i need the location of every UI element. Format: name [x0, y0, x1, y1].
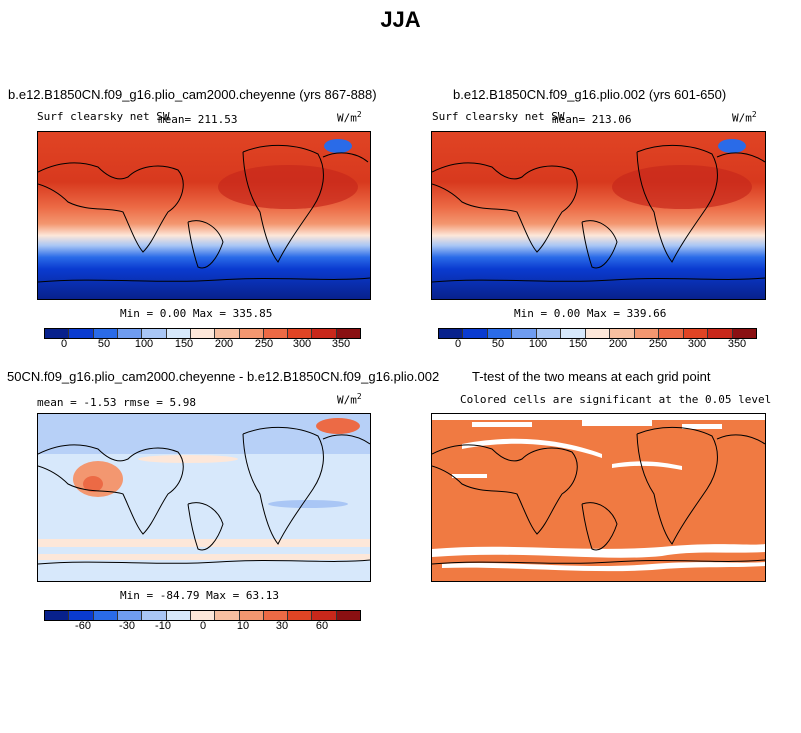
colorbar-swatch — [610, 329, 635, 338]
figure-title: JJA — [380, 7, 421, 32]
panel-3-field — [38, 414, 370, 581]
panel-2-minmax: Min = 0.00 Max = 339.66 — [514, 307, 667, 320]
colorbar-2-tick: 350 — [727, 338, 747, 350]
panel-2-colorbar-ticks: 0 50 100 150 200 250 300 350 — [438, 338, 757, 352]
colorbar-2-swatches — [438, 328, 757, 339]
panel-4-map — [431, 413, 766, 582]
colorbar-2-tick: 200 — [608, 338, 628, 350]
colorbar-1-tick: 300 — [292, 338, 312, 350]
colorbar-swatch — [69, 329, 94, 338]
colorbar-swatch — [142, 611, 167, 620]
panel-2-map — [431, 131, 766, 300]
panel-3-minmax: Min = -84.79 Max = 63.13 — [120, 589, 279, 602]
panel-3-stats: mean = -1.53 rmse = 5.98 — [37, 396, 196, 409]
colorbar-swatch — [45, 611, 70, 620]
colorbar-3-tick: -30 — [119, 620, 135, 632]
colorbar-3-tick: -60 — [75, 620, 91, 632]
colorbar-2-tick: 0 — [454, 338, 462, 350]
panel-3-colorbar — [44, 610, 361, 621]
colorbar-swatch — [166, 329, 191, 338]
panel-4-subtitle: Colored cells are significant at the 0.0… — [460, 393, 772, 406]
colorbar-swatch — [190, 611, 216, 620]
panel-3-title: 50CN.f09_g16.plio_cam2000.cheyenne - b.e… — [7, 369, 440, 384]
panel-1-title: b.e12.B1850CN.f09_g16.plio_cam2000.cheye… — [8, 87, 377, 102]
colorbar-2-tick: 300 — [687, 338, 707, 350]
colorbar-swatch — [117, 329, 143, 338]
panel-3-colorbar-ticks: -60 -30 -10 0 10 30 60 — [44, 620, 361, 634]
colorbar-swatch — [708, 329, 733, 338]
panel-1-field — [38, 132, 370, 299]
colorbar-swatch — [93, 329, 118, 338]
colorbar-swatch — [190, 329, 216, 338]
colorbar-3-swatches — [44, 610, 361, 621]
panel-2-variable: Surf clearsky net SW — [432, 110, 565, 123]
colorbar-3-tick: 10 — [236, 620, 250, 632]
panel-1-map — [37, 131, 371, 300]
colorbar-1-swatches — [44, 328, 361, 339]
panel-1-variable: Surf clearsky net SW — [37, 110, 170, 123]
colorbar-swatch — [512, 329, 537, 338]
colorbar-swatch — [585, 329, 611, 338]
colorbar-1-tick: 50 — [97, 338, 111, 350]
colorbar-swatch — [288, 611, 313, 620]
colorbar-swatch — [561, 329, 586, 338]
panel-4-title: T-test of the two means at each grid poi… — [472, 369, 711, 384]
colorbar-swatch — [263, 329, 289, 338]
panel-2-mean: mean= 213.06 — [552, 113, 632, 126]
colorbar-swatch — [45, 329, 70, 338]
colorbar-swatch — [732, 329, 757, 338]
colorbar-2-tick: 50 — [491, 338, 505, 350]
colorbar-3-tick: 0 — [199, 620, 207, 632]
panel-3-map — [37, 413, 371, 582]
colorbar-swatch — [215, 611, 240, 620]
panel-1-colorbar — [44, 328, 361, 339]
panel-1-colorbar-ticks: 0 50 100 150 200 250 300 350 — [44, 338, 361, 352]
colorbar-swatch — [487, 329, 513, 338]
colorbar-swatch — [117, 611, 143, 620]
colorbar-2-tick: 100 — [528, 338, 548, 350]
panel-4-field — [432, 414, 765, 581]
colorbar-swatch — [683, 329, 709, 338]
colorbar-swatch — [439, 329, 464, 338]
colorbar-swatch — [239, 611, 264, 620]
panel-1-minmax: Min = 0.00 Max = 335.85 — [120, 307, 273, 320]
panel-2-title: b.e12.B1850CN.f09_g16.plio.002 (yrs 601-… — [453, 87, 727, 102]
colorbar-swatch — [634, 329, 660, 338]
colorbar-1-tick: 200 — [214, 338, 234, 350]
colorbar-3-tick: 30 — [275, 620, 289, 632]
colorbar-1-tick: 250 — [254, 338, 274, 350]
colorbar-swatch — [659, 329, 684, 338]
colorbar-swatch — [312, 611, 337, 620]
colorbar-swatch — [288, 329, 313, 338]
colorbar-3-tick: -10 — [155, 620, 171, 632]
panel-3-units: W/m2 — [337, 392, 362, 407]
panel-1-mean: mean= 211.53 — [158, 113, 238, 126]
colorbar-1-tick: 350 — [331, 338, 351, 350]
colorbar-swatch — [142, 329, 167, 338]
colorbar-swatch — [463, 329, 488, 338]
colorbar-swatch — [166, 611, 191, 620]
colorbar-swatch — [312, 329, 337, 338]
colorbar-swatch — [536, 329, 562, 338]
panel-2-units: W/m2 — [732, 110, 757, 125]
colorbar-1-tick: 0 — [60, 338, 68, 350]
colorbar-3-tick: 60 — [315, 620, 329, 632]
colorbar-1-tick: 100 — [134, 338, 154, 350]
colorbar-1-tick: 150 — [174, 338, 194, 350]
colorbar-swatch — [336, 329, 361, 338]
colorbar-2-tick: 150 — [568, 338, 588, 350]
colorbar-swatch — [239, 329, 264, 338]
panel-2-field — [432, 132, 765, 299]
colorbar-2-tick: 250 — [648, 338, 668, 350]
colorbar-swatch — [263, 611, 289, 620]
colorbar-swatch — [93, 611, 118, 620]
colorbar-swatch — [336, 611, 361, 620]
colorbar-swatch — [215, 329, 240, 338]
panel-2-colorbar — [438, 328, 757, 339]
colorbar-swatch — [69, 611, 94, 620]
panel-1-units: W/m2 — [337, 110, 362, 125]
